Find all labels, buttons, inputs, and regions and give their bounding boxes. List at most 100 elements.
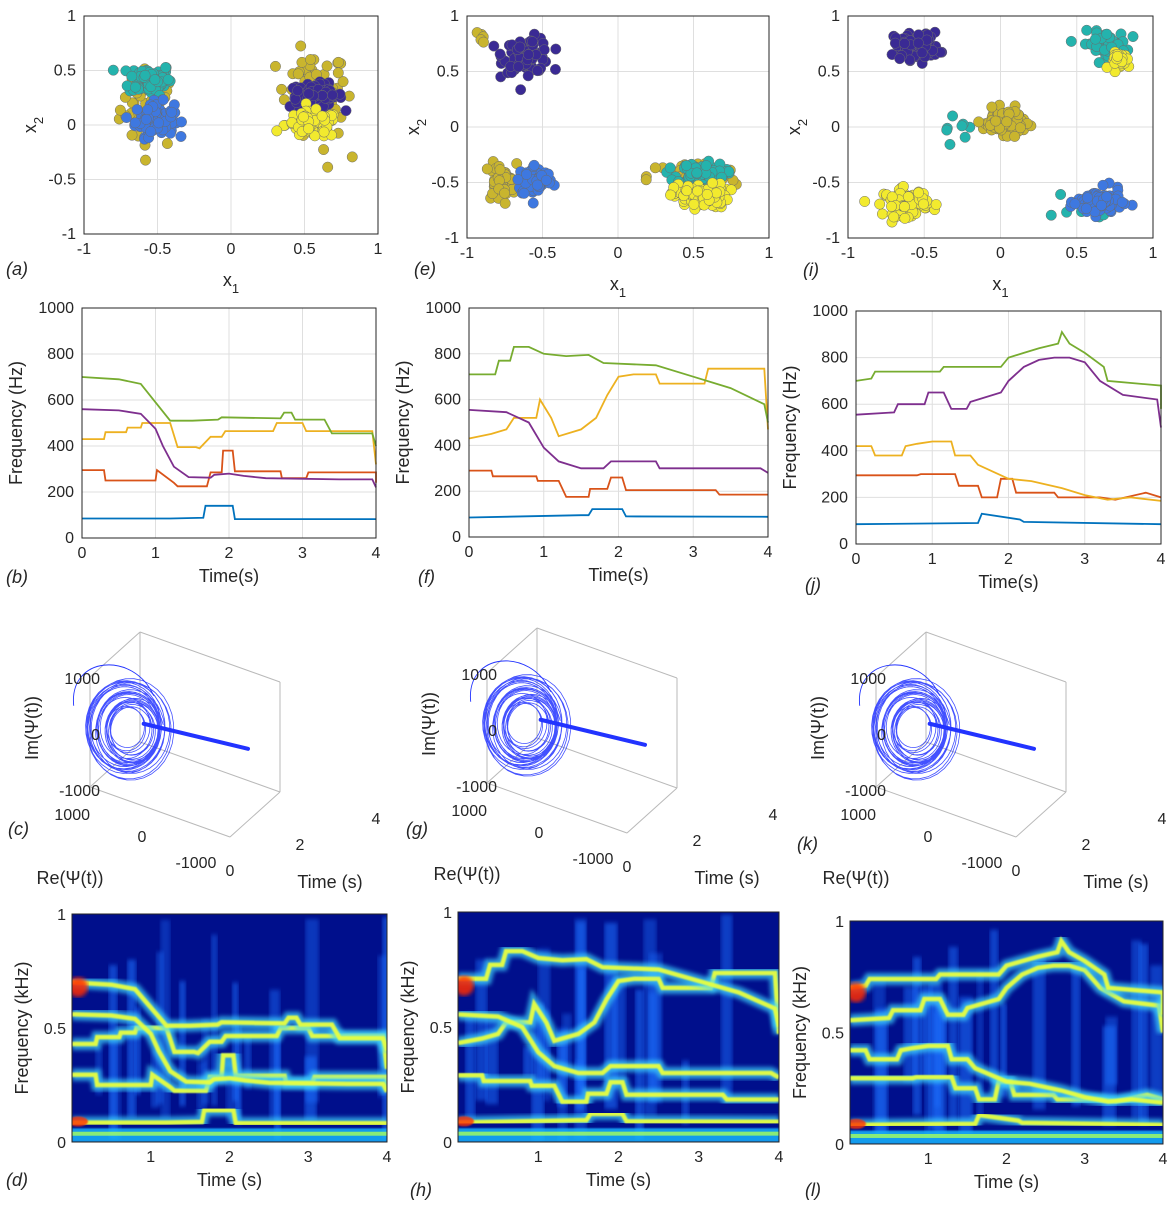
y-tick-label: 400 (434, 437, 461, 454)
scatter-point (527, 197, 539, 209)
y-tick-label: 0 (835, 1137, 844, 1154)
y-tick-label: 0 (67, 117, 76, 134)
scatter-point (528, 159, 540, 171)
y-tick-label: 200 (47, 484, 74, 501)
ridge-line (850, 1112, 1163, 1128)
panel-label: (d) (6, 1170, 28, 1190)
scatter-point (309, 130, 321, 142)
y-tick-label: 0.5 (430, 1020, 452, 1037)
scatter-point (514, 41, 526, 53)
scatter-point (1095, 199, 1107, 211)
scatter-point (526, 36, 538, 48)
ridge-line (72, 980, 387, 1052)
spiral-trace (871, 678, 961, 781)
scatter-point (899, 212, 911, 224)
panel-label: (l) (805, 1180, 821, 1200)
scatter-point (681, 185, 693, 197)
im-tick-label: -1000 (59, 783, 100, 800)
x-tick-label: 1 (1149, 245, 1158, 262)
x-tick-label: 0 (614, 245, 623, 262)
y-tick-label: 1 (835, 914, 844, 931)
axis-box-edge (875, 786, 1017, 838)
scatter-point (912, 37, 924, 49)
scatter-point (664, 162, 676, 174)
scatter-point (326, 89, 338, 101)
series-line-5 (81, 376, 377, 447)
scatter-point (512, 174, 524, 185)
y-tick-label: 1000 (812, 303, 848, 320)
x-tick-label: 0.5 (293, 241, 315, 258)
x-tick-label: 0 (78, 545, 87, 562)
x-axis-label: Time (s) (974, 1172, 1039, 1192)
x-axis-label: Time (s) (197, 1170, 262, 1190)
y-tick-label: 1 (57, 907, 66, 924)
scatter-points (107, 40, 358, 173)
x-axis-label: Time(s) (978, 572, 1038, 592)
scatter-point (1089, 33, 1101, 45)
time-tick-label: 2 (693, 833, 702, 850)
ridge-line (458, 1012, 779, 1080)
ridge-line (458, 1073, 779, 1105)
scatter-point (947, 110, 959, 122)
series-line-4 (468, 409, 769, 474)
ridge-line (458, 948, 779, 1028)
y-tick-label: 400 (821, 443, 848, 460)
panel-label: (j) (805, 575, 821, 595)
plot3d-panel-k: 1000 0 -1000 1000 0 -1000 0 2 4 Time (s) Re(Ψ(t)) I… (797, 631, 1167, 892)
x-tick-label: 3 (694, 1149, 703, 1166)
x-tick-label: 0.5 (682, 245, 704, 262)
spiral-start (73, 664, 155, 706)
scatter-point (512, 61, 524, 73)
scatter-point (162, 74, 174, 86)
scatter-point (321, 60, 333, 72)
x-tick-label: 3 (298, 545, 307, 562)
x-tick-label: 2 (1004, 551, 1013, 568)
scatter-points (471, 27, 742, 215)
y-tick-label: 0 (65, 530, 74, 547)
scatter-point (515, 84, 527, 96)
y-tick-label: 1000 (425, 300, 461, 317)
scatter-point (688, 198, 700, 210)
im-tick-label: 1000 (850, 671, 886, 688)
spiral-start (859, 664, 941, 706)
x-tick-label: 2 (614, 544, 623, 561)
x-tick-label: 2 (1002, 1151, 1011, 1168)
y-tick-label: 600 (821, 396, 848, 413)
series-line-3 (856, 440, 1162, 502)
x-tick-label: 4 (372, 545, 381, 562)
scatter-point (478, 36, 489, 48)
scatter-panel-a: -1 -0.5 0 0.5 1 -1 -0.5 0 0.5 1 x1 x2 (a) (6, 8, 383, 296)
axis-box-edge (139, 741, 281, 793)
y-axis-label: x2 (784, 119, 810, 135)
x-tick-label: 1 (374, 241, 383, 258)
scatter-point (540, 174, 552, 186)
x-tick-label: -0.5 (144, 241, 172, 258)
y-tick-label: 200 (434, 483, 461, 500)
scatter-point (322, 161, 334, 173)
series-line-3 (82, 422, 377, 465)
axis-box-edge (925, 741, 1067, 793)
spectrogram-image (458, 912, 779, 1142)
scatter-point (959, 131, 971, 143)
axis-box-edge (139, 631, 281, 683)
scatter-point (337, 76, 349, 88)
scatter-point (107, 64, 119, 76)
scatter-point (494, 164, 506, 176)
scatter-point (986, 101, 998, 113)
x-tick-label: 4 (775, 1149, 784, 1166)
scatter-point (129, 81, 141, 93)
scatter-point (680, 160, 692, 171)
im-tick-label: 1000 (461, 667, 497, 684)
series-line-1 (468, 508, 769, 519)
ridge-line (72, 1012, 387, 1093)
scatter-point (640, 174, 652, 186)
y-axis-label: Frequency (kHz) (790, 966, 810, 1099)
scatter-point (1045, 209, 1057, 221)
y-tick-label: 0.5 (822, 1026, 844, 1043)
x-axis-label: x1 (992, 274, 1008, 300)
scatter-point (310, 103, 322, 115)
panel-label: (e) (414, 259, 436, 279)
scatter-point (899, 37, 910, 49)
re-tick-label: 0 (924, 829, 933, 846)
heatmap-panel-d: 1 2 3 4 0 0.5 1 Time (s) Frequency (kHz) (d) (6, 907, 392, 1190)
